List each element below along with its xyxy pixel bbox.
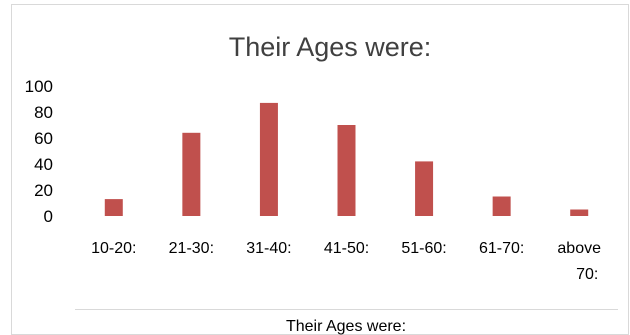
y-tick-label: 40 <box>34 155 53 174</box>
chart-title: Their Ages were: <box>229 32 432 62</box>
x-axis-title: Their Ages were: <box>286 318 406 335</box>
x-category-label-line: 41-50: <box>324 240 369 257</box>
bar-series <box>104 102 589 216</box>
y-tick-label: 100 <box>25 77 53 96</box>
y-axis-ticks: 0 20 40 60 80 100 <box>25 77 53 226</box>
x-category-label-line: 10-20: <box>91 240 136 257</box>
x-category-label-line: 21-30: <box>169 240 214 257</box>
chart-frame <box>11 4 629 335</box>
bar <box>570 209 589 216</box>
x-category-label: 21-30: <box>169 240 214 257</box>
x-category-label-line: above <box>557 240 601 257</box>
bar <box>415 161 434 216</box>
bar <box>337 125 356 216</box>
x-category-label: 31-40: <box>246 240 291 257</box>
x-category-label-line: 61-70: <box>479 240 524 257</box>
bar <box>259 102 278 216</box>
bar <box>182 132 201 216</box>
x-category-label: 61-70: <box>479 240 524 257</box>
y-tick-label: 60 <box>34 129 53 148</box>
x-category-label: above 70: <box>557 240 601 283</box>
y-tick-label: 0 <box>44 207 53 226</box>
x-category-label: 51-60: <box>401 240 446 257</box>
x-category-label: 10-20: <box>91 240 136 257</box>
x-category-label-line: 31-40: <box>246 240 291 257</box>
y-tick-label: 20 <box>34 181 53 200</box>
bar <box>492 196 511 216</box>
x-category-label: 41-50: <box>324 240 369 257</box>
x-category-label-line: 70: <box>576 266 598 283</box>
bar <box>104 199 123 216</box>
y-tick-label: 80 <box>34 103 53 122</box>
x-axis-categories: 10-20: 21-30: 31-40: 41-50: 51-60: 61-70: abov… <box>91 240 601 283</box>
x-category-label-line: 51-60: <box>401 240 446 257</box>
